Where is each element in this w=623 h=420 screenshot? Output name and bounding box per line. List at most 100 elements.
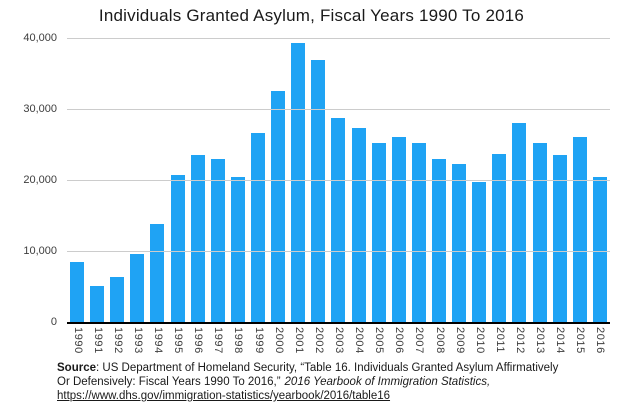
x-tick-label-1995: 1995 [172, 327, 185, 354]
x-tick-label-2012: 2012 [514, 327, 526, 354]
source-line-2-text: Or Defensively: Fiscal Years 1990 To 201… [57, 376, 281, 388]
bar-1990 [70, 261, 85, 322]
x-tick-label-2000: 2000 [272, 327, 285, 354]
x-tick-label-2007: 2007 [413, 327, 426, 354]
source-link[interactable]: https://www.dhs.gov/immigration-statisti… [57, 390, 391, 402]
x-tick-label-1993: 1993 [131, 327, 144, 354]
source-line-2: Or Defensively: Fiscal Years 1990 To 201… [57, 375, 607, 389]
x-axis: 1990 1991 1992 1993 1994 1995 1996 1997 1998 1999… [67, 327, 610, 361]
bar-slot-2013 [530, 38, 550, 322]
bar-slot-1992 [107, 38, 127, 322]
bar-2013 [532, 143, 547, 322]
bar-2001 [291, 42, 306, 322]
bar-2012 [512, 122, 527, 322]
gridline-40,000 [67, 38, 610, 39]
bar-slot-2000 [268, 38, 288, 322]
bar-slot-1994 [147, 38, 167, 322]
bar-2005 [371, 142, 386, 322]
x-tick-label-1998: 1998 [232, 327, 245, 354]
y-tick-label-30,000: 30,000 [23, 102, 57, 115]
x-tick-label-2005: 2005 [373, 327, 386, 354]
x-tick-label-2006: 2006 [393, 327, 406, 354]
source-line-1: Source: US Department of Homeland Securi… [57, 361, 607, 375]
x-tick-label-2014: 2014 [554, 327, 567, 354]
x-tick-label-2004: 2004 [353, 327, 366, 354]
bar-2007 [411, 142, 426, 322]
x-tick-label-2016: 2016 [594, 327, 607, 354]
x-tick-label-1991: 1991 [91, 327, 104, 354]
x-tick-label-2003: 2003 [333, 327, 345, 354]
x-tick-label-2011: 2011 [493, 327, 506, 354]
x-tick-label-1996: 1996 [192, 327, 205, 354]
bar-slot-1996 [188, 38, 208, 322]
x-tick-label-2008: 2008 [433, 327, 446, 354]
bar-1999 [251, 133, 266, 322]
bar-slot-1993 [127, 38, 147, 322]
bar-1997 [210, 159, 225, 322]
bar-1992 [110, 277, 125, 322]
bar-1996 [190, 154, 205, 322]
bar-series [67, 38, 610, 322]
x-tick-label-2002: 2002 [312, 327, 325, 354]
gridline-10,000 [67, 251, 610, 252]
bar-1991 [90, 286, 105, 322]
bar-slot-2008 [429, 38, 449, 322]
bar-2009 [452, 164, 467, 322]
y-axis: 40,000 30,000 20,000 10,000 0 [0, 32, 57, 328]
bar-2008 [432, 159, 447, 322]
bar-slot-1990 [67, 38, 87, 322]
plot-area [67, 38, 610, 324]
bar-slot-1998 [228, 38, 248, 322]
x-tick-label-1999: 1999 [252, 327, 265, 354]
y-tick-label-20,000: 20,000 [23, 173, 57, 186]
y-tick-label-0: 0 [50, 315, 57, 328]
source-label: Source [57, 362, 96, 374]
source-line-1-text: : US Department of Homeland Security, “T… [96, 362, 559, 374]
bar-slot-2015 [570, 38, 590, 322]
bar-slot-1995 [168, 38, 188, 322]
bar-slot-2009 [449, 38, 469, 322]
bar-slot-2002 [308, 38, 328, 322]
x-tick-label-1994: 1994 [152, 327, 164, 354]
x-tick-label-1990: 1990 [71, 327, 84, 354]
bar-slot-2016 [590, 38, 610, 322]
x-tick-label-2010: 2010 [473, 327, 486, 354]
bar-slot-2006 [389, 38, 409, 322]
bar-slot-2001 [288, 38, 308, 322]
source-line-3: https://www.dhs.gov/immigration-statisti… [57, 389, 607, 403]
bar-1994 [150, 224, 165, 322]
bar-1995 [170, 175, 185, 322]
bar-slot-2005 [369, 38, 389, 322]
bar-1993 [130, 254, 145, 322]
bar-2016 [592, 176, 607, 322]
bar-slot-2011 [489, 38, 509, 322]
x-tick-label-2009: 2009 [453, 327, 466, 354]
gridline-30,000 [67, 109, 610, 110]
bar-2014 [552, 154, 567, 322]
bar-slot-2007 [409, 38, 429, 322]
y-tick-label-10,000: 10,000 [23, 244, 57, 257]
bar-1998 [230, 176, 245, 322]
bar-slot-1997 [208, 38, 228, 322]
bar-2006 [391, 136, 406, 322]
source-note: Source: US Department of Homeland Securi… [57, 361, 607, 403]
bar-slot-1991 [87, 38, 107, 322]
x-tick-label-2001: 2001 [292, 327, 305, 354]
gridline-20,000 [67, 180, 610, 181]
bar-slot-2003 [328, 38, 348, 322]
x-tick-label-2013: 2013 [534, 327, 547, 354]
y-tick-label-40,000: 40,000 [23, 31, 57, 44]
bar-2003 [331, 118, 346, 322]
bar-2000 [271, 91, 286, 322]
bar-2004 [351, 128, 366, 322]
x-tick-label-1997: 1997 [212, 327, 225, 354]
x-tick-label-1992: 1992 [111, 327, 124, 354]
bar-slot-2014 [550, 38, 570, 322]
bar-2011 [492, 153, 507, 322]
bar-2015 [572, 136, 587, 322]
bar-slot-2012 [509, 38, 529, 322]
chart-title: Individuals Granted Asylum, Fiscal Years… [98, 6, 525, 25]
source-publication: 2016 Yearbook of Immigration Statistics, [284, 376, 491, 388]
x-tick-label-2015: 2015 [574, 327, 587, 354]
